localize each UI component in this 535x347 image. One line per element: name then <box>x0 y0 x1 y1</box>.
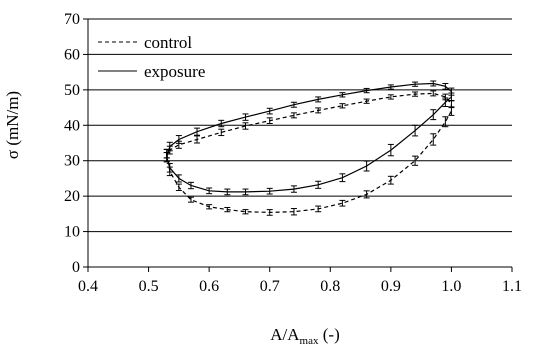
error-bar-exposure <box>387 84 394 90</box>
error-bar-exposure <box>166 163 173 173</box>
x-tick-label: 0.7 <box>260 278 280 295</box>
error-bar-exposure <box>363 87 370 94</box>
y-tick-label: 40 <box>64 117 80 134</box>
error-bar-control <box>206 204 213 210</box>
y-tick-label: 30 <box>64 153 80 170</box>
error-bar-exposure <box>315 96 322 103</box>
y-tick-label: 60 <box>64 46 80 63</box>
error-bar-exposure <box>315 180 322 189</box>
error-bar-exposure <box>412 124 419 137</box>
legend-label-exposure: exposure <box>144 62 205 81</box>
error-bar-exposure <box>412 81 419 87</box>
error-bar-exposure <box>224 188 231 196</box>
error-bar-control <box>175 183 182 191</box>
error-bar-exposure <box>442 97 449 108</box>
error-bar-control <box>412 91 419 97</box>
error-bar-control <box>194 135 201 144</box>
error-bar-exposure <box>266 107 273 115</box>
x-axis-title: A/Amax (-) <box>270 325 339 347</box>
error-bar-control <box>430 90 437 97</box>
error-bar-exposure <box>363 160 370 172</box>
error-bar-exposure <box>448 87 455 96</box>
error-bar-control <box>315 205 322 213</box>
error-bar-exposure <box>442 82 449 90</box>
axes <box>83 18 513 272</box>
error-bar-exposure <box>242 113 249 121</box>
error-bar-exposure <box>187 181 194 190</box>
x-tick-label: 1.1 <box>502 278 522 295</box>
legend-label-control: control <box>144 33 192 52</box>
error-bar-exposure <box>290 101 297 108</box>
error-bar-exposure <box>175 174 182 183</box>
error-bar-control <box>290 112 297 119</box>
error-bar-control <box>442 116 449 128</box>
error-bar-control <box>430 133 437 146</box>
y-tick-label: 0 <box>72 259 80 276</box>
error-bar-control <box>266 117 273 125</box>
error-bar-control <box>339 199 346 207</box>
error-bar-control <box>412 155 419 166</box>
error-bar-exposure <box>430 80 437 87</box>
legend: control exposure <box>98 33 205 81</box>
grid <box>88 18 512 233</box>
y-axis-title: σ (mN/m) <box>3 91 22 159</box>
error-bar-control <box>242 122 249 130</box>
series-layer <box>163 80 455 216</box>
x-tick-label: 0.4 <box>78 278 98 295</box>
error-bar-exposure <box>339 92 346 98</box>
error-bar-exposure <box>163 152 170 163</box>
x-tick-label: 0.8 <box>320 278 340 295</box>
x-tick-label: 0.5 <box>139 278 159 295</box>
y-tick-label: 20 <box>64 188 80 205</box>
error-bar-control <box>187 196 194 203</box>
error-bar-control <box>363 98 370 104</box>
x-tick-label: 1.0 <box>441 278 461 295</box>
series-exposure <box>163 80 455 196</box>
error-bar-control <box>387 175 394 185</box>
error-bar-exposure <box>266 187 273 195</box>
x-tick-label: 0.6 <box>199 278 219 295</box>
error-bar-exposure <box>387 143 394 157</box>
error-bar-exposure <box>166 141 173 152</box>
y-tick-label: 70 <box>64 11 80 28</box>
error-bar-control <box>363 190 370 199</box>
error-bar-control <box>224 206 231 213</box>
error-bar-exposure <box>206 187 213 195</box>
error-bar-exposure <box>194 127 201 136</box>
error-bar-control <box>290 208 297 216</box>
error-bar-exposure <box>175 135 182 144</box>
x-tick-label: 0.9 <box>381 278 401 295</box>
y-tick-label: 50 <box>64 82 80 99</box>
error-bar-control <box>315 107 322 114</box>
error-bar-exposure <box>339 173 346 183</box>
error-bar-exposure <box>242 188 249 196</box>
error-bar-control <box>387 94 394 100</box>
error-bar-exposure <box>430 109 437 121</box>
series-line-exposure <box>166 82 452 193</box>
error-bar-exposure <box>218 119 225 128</box>
error-bar-control <box>339 103 346 109</box>
error-bar-control <box>218 128 225 137</box>
error-bar-control <box>242 209 249 215</box>
tick-labels: 0 10 20 30 40 50 60 70 0.4 0.5 0.6 0.7 0.8 0.9 1.0 1.1 <box>64 11 522 295</box>
error-bar-control <box>266 209 273 216</box>
error-bar-exposure <box>290 185 297 193</box>
series-line-control <box>166 92 452 214</box>
y-tick-label: 10 <box>64 224 80 241</box>
